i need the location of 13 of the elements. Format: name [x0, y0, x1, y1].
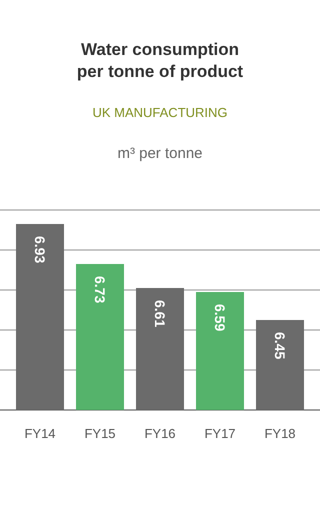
data-label: 6.45: [272, 332, 288, 360]
data-label: 6.59: [212, 304, 228, 332]
x-tick-label: FY14: [24, 426, 56, 441]
data-label: 6.61: [152, 300, 168, 328]
chart-title: Water consumption per tonne of product: [76, 40, 244, 81]
data-label: 6.73: [92, 276, 108, 304]
x-tick-label: FY15: [84, 426, 116, 441]
chart-subtitle: UK MANUFACTURING: [92, 105, 228, 120]
y-axis-title: m³ per tonne: [117, 145, 203, 162]
x-tick-label: FY18: [264, 426, 296, 441]
x-tick-label: FY16: [144, 426, 176, 441]
data-label: 6.93: [32, 236, 48, 264]
x-tick-label: FY17: [204, 426, 236, 441]
